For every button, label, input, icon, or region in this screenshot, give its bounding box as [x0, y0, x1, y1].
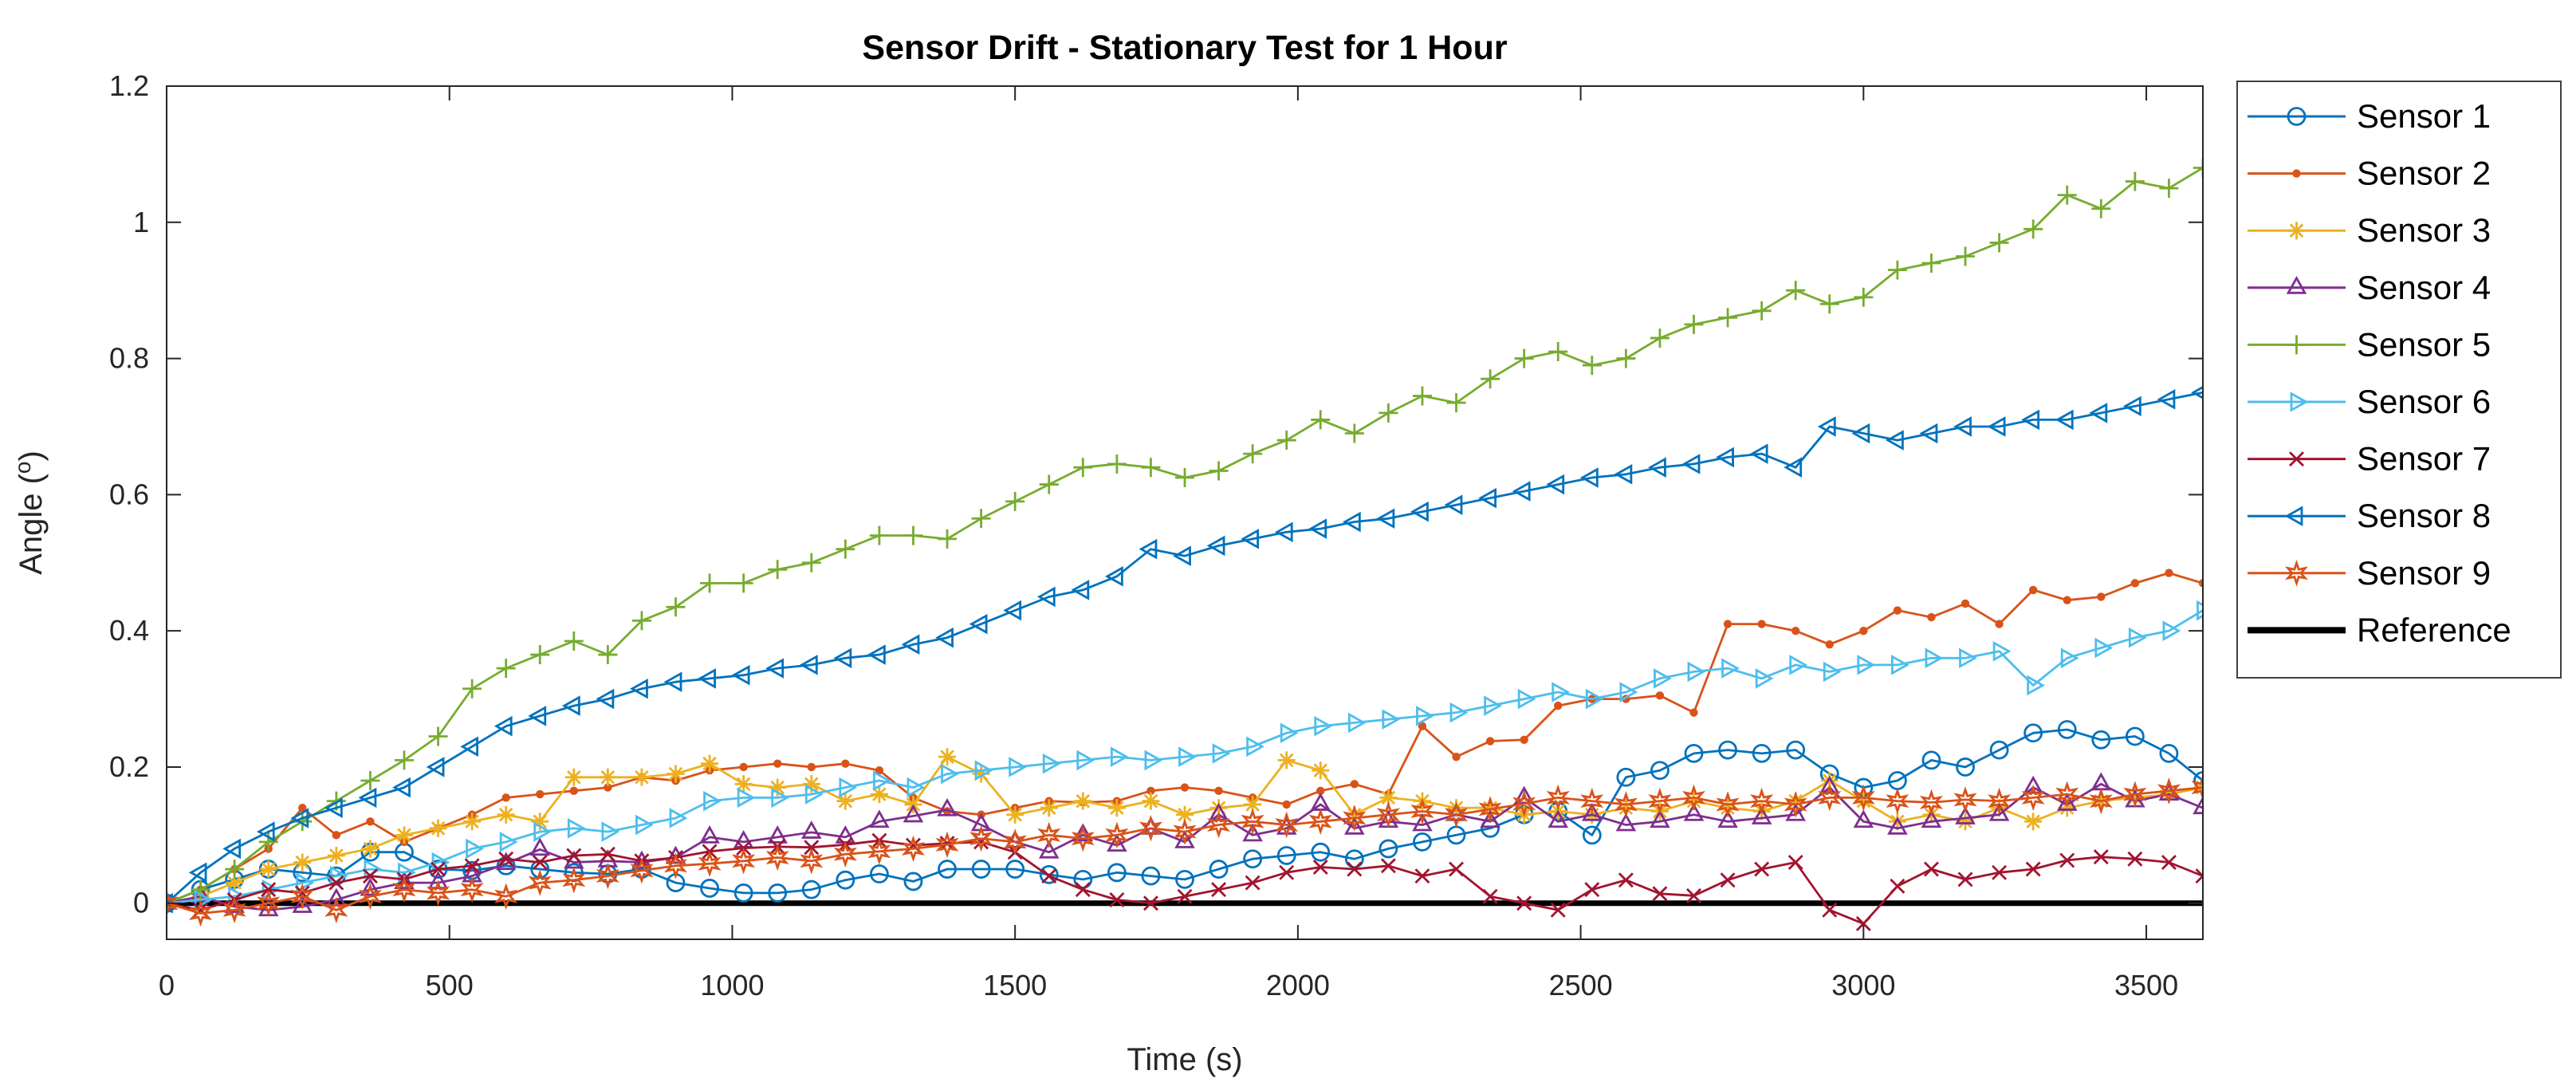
legend-label: Sensor 3	[2357, 211, 2491, 249]
legend-marker-hexagram-icon	[2285, 560, 2308, 587]
x-tick-label: 0	[159, 969, 175, 1001]
series-sensor-8	[167, 385, 2203, 914]
y-tick-label: 0.6	[109, 478, 149, 510]
legend-label: Sensor 9	[2357, 554, 2491, 592]
plot-area	[167, 158, 2203, 931]
x-tick-label: 2000	[1266, 969, 1330, 1001]
x-tick-label: 2500	[1549, 969, 1613, 1001]
y-tick-label: 1.2	[109, 69, 149, 102]
legend-label: Sensor 7	[2357, 440, 2491, 478]
legend-marker-triangle-up-icon	[2286, 275, 2307, 294]
legend-label: Reference	[2357, 611, 2511, 648]
legend: Sensor 1 Sensor 2 Sensor 3 Sensor 4 Sensor 5…	[2236, 81, 2562, 679]
y-tick-label: 0	[133, 887, 149, 919]
legend-marker-plus-icon	[2287, 335, 2307, 355]
x-tick-label: 1500	[983, 969, 1047, 1001]
x-axis-label: Time (s)	[1127, 1042, 1242, 1077]
legend-marker-asterisk-icon	[2287, 222, 2306, 240]
legend-entry-sensor-8: Sensor 8	[2248, 497, 2491, 534]
series-sensor-5	[167, 158, 2203, 913]
x-tick-label: 500	[426, 969, 474, 1001]
legend-label: Sensor 2	[2357, 155, 2491, 192]
legend-marker-circle-icon	[2287, 107, 2307, 126]
y-tick-label: 0.2	[109, 750, 149, 783]
legend-label: Sensor 5	[2357, 325, 2491, 363]
legend-marker-point-icon	[2292, 169, 2301, 178]
y-axis-label: Angle (o)	[10, 451, 49, 575]
series-sensor-6	[167, 600, 2203, 911]
legend-label: Sensor 6	[2357, 383, 2491, 420]
axes-box: 0 500 1000 1500 2000 2500 3000 3500 0 0.2 0.4 0.6 0.…	[109, 69, 2204, 1001]
chart-title: Sensor Drift - Stationary Test for 1 Hou…	[862, 29, 1507, 67]
x-tick-label: 1000	[700, 969, 764, 1001]
series-sensor-9	[167, 773, 2203, 927]
legend-entry-sensor-4: Sensor 4	[2248, 269, 2491, 306]
x-tick-label: 3000	[1831, 969, 1895, 1001]
y-tick-label: 0.4	[109, 614, 149, 647]
x-tick-label: 3500	[2114, 969, 2178, 1001]
legend-entry-sensor-9: Sensor 9	[2248, 554, 2491, 592]
legend-entry-sensor-6: Sensor 6	[2248, 383, 2491, 420]
legend-marker-triangle-right-icon	[2290, 392, 2309, 412]
legend-entry-sensor-7: Sensor 7	[2248, 440, 2491, 478]
legend-entry-sensor-5: Sensor 5	[2248, 325, 2491, 363]
legend-entry-sensor-3: Sensor 3	[2248, 211, 2491, 249]
legend-label: Sensor 8	[2357, 497, 2491, 534]
legend-entry-reference: Reference	[2248, 611, 2511, 648]
y-tick-label: 0.8	[109, 342, 149, 375]
y-tick-label: 1	[133, 206, 149, 238]
legend-entry-sensor-2: Sensor 2	[2248, 155, 2491, 192]
legend-label: Sensor 1	[2357, 97, 2491, 135]
legend-label: Sensor 4	[2357, 269, 2491, 306]
legend-entry-sensor-1: Sensor 1	[2248, 97, 2491, 135]
legend-marker-triangle-left-icon	[2284, 506, 2303, 526]
legend-marker-x-icon	[2289, 451, 2304, 467]
